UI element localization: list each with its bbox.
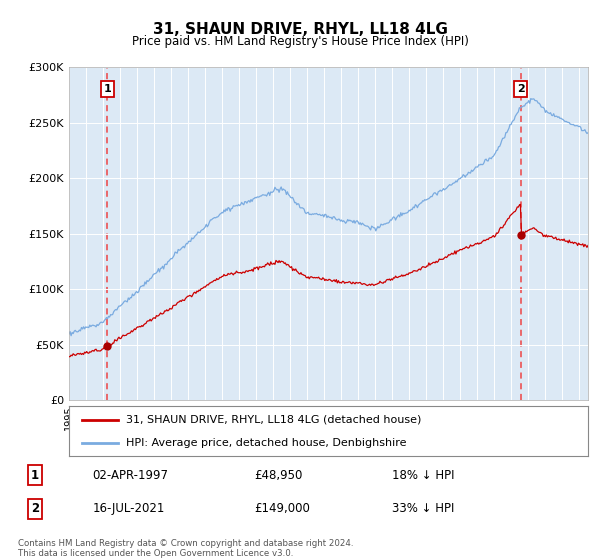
Text: HPI: Average price, detached house, Denbighshire: HPI: Average price, detached house, Denb… (126, 438, 407, 448)
Text: 02-APR-1997: 02-APR-1997 (92, 469, 169, 482)
Text: Price paid vs. HM Land Registry's House Price Index (HPI): Price paid vs. HM Land Registry's House … (131, 35, 469, 48)
Text: 31, SHAUN DRIVE, RHYL, LL18 4LG (detached house): 31, SHAUN DRIVE, RHYL, LL18 4LG (detache… (126, 414, 421, 424)
Text: £149,000: £149,000 (254, 502, 310, 515)
Text: 2: 2 (31, 502, 39, 515)
Text: 1: 1 (103, 84, 111, 94)
Text: £48,950: £48,950 (254, 469, 302, 482)
Text: 2: 2 (517, 84, 524, 94)
Text: 18% ↓ HPI: 18% ↓ HPI (392, 469, 455, 482)
Text: Contains HM Land Registry data © Crown copyright and database right 2024.
This d: Contains HM Land Registry data © Crown c… (18, 539, 353, 558)
Text: 16-JUL-2021: 16-JUL-2021 (92, 502, 165, 515)
Text: 31, SHAUN DRIVE, RHYL, LL18 4LG: 31, SHAUN DRIVE, RHYL, LL18 4LG (152, 22, 448, 38)
Text: 1: 1 (31, 469, 39, 482)
Text: 33% ↓ HPI: 33% ↓ HPI (392, 502, 455, 515)
